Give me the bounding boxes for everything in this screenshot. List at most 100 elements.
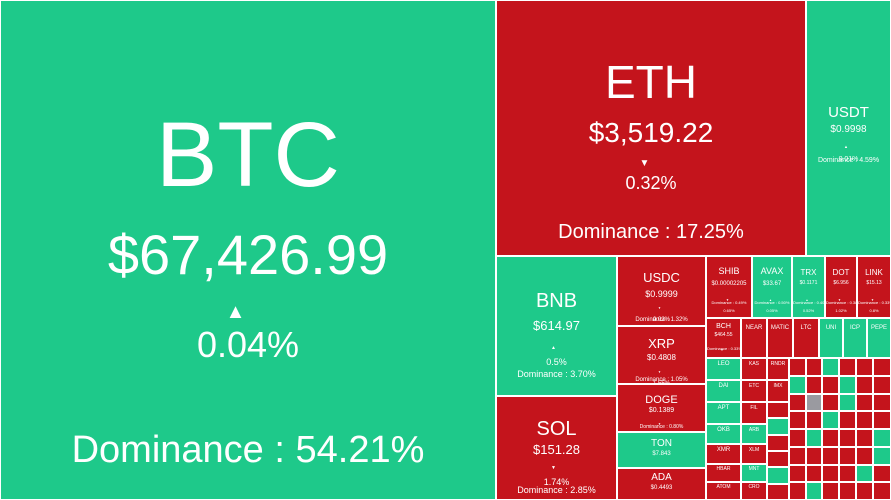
tile-small-coin[interactable] bbox=[767, 434, 789, 451]
tile-small-coin[interactable] bbox=[856, 446, 873, 465]
arrow-up-icon: ▲ bbox=[769, 297, 772, 302]
arrow-down-icon: ▼ bbox=[726, 297, 729, 302]
tile-small-coin[interactable] bbox=[839, 464, 856, 483]
tile-small-coin[interactable] bbox=[806, 429, 822, 447]
tile-matic[interactable]: MATIC bbox=[767, 318, 793, 358]
tile-usdc[interactable]: USDC $0.9999 ▼ 0.02% Dominance : 1.32% bbox=[617, 256, 706, 326]
tile-xlm[interactable]: XLM bbox=[741, 444, 767, 464]
tile-small-coin[interactable] bbox=[767, 418, 789, 435]
tile-small-coin[interactable] bbox=[856, 358, 873, 376]
tile-small-coin[interactable] bbox=[822, 411, 839, 429]
tile-btc[interactable]: BTC $67,426.99 ▲ 0.04% Dominance : 54.21% bbox=[0, 0, 496, 500]
tile-bch[interactable]: BCH$464.55▼0.5%Dominance : 0.33% bbox=[706, 318, 741, 358]
tile-fil[interactable]: FIL bbox=[741, 402, 767, 424]
tile-small-coin[interactable] bbox=[789, 393, 806, 412]
tile-atom[interactable]: ATOM bbox=[706, 482, 741, 500]
tile-ltc[interactable]: LTC bbox=[793, 318, 819, 358]
tile-eth[interactable]: ETH $3,519.22 ▼ 0.32% Dominance : 17.25% bbox=[496, 0, 806, 256]
tile-bnb[interactable]: BNB $614.97 ▲ 0.5% Dominance : 3.70% bbox=[496, 256, 617, 396]
tile-small-coin[interactable] bbox=[822, 446, 839, 465]
avax-dominance: Dominance : 0.50% bbox=[754, 300, 790, 305]
tile-usdt[interactable]: USDT $0.9998 ▲ 0.01% Dominance : 4.59% bbox=[806, 0, 891, 256]
tile-small-coin[interactable] bbox=[806, 464, 822, 483]
shib-dominance: Dominance : 0.49% bbox=[711, 300, 747, 305]
tile-xmr[interactable]: XMR bbox=[706, 444, 741, 464]
tile-icp[interactable]: ICP bbox=[843, 318, 867, 358]
tile-small-coin[interactable] bbox=[873, 482, 891, 500]
tile-avax[interactable]: AVAX $33.67 ▲ 0.05% Dominance : 0.50% bbox=[752, 256, 792, 318]
tile-small-coin[interactable] bbox=[856, 464, 873, 483]
tile-small-coin[interactable] bbox=[839, 446, 856, 465]
tile-sol[interactable]: SOL $151.28 ▼ 1.74% Dominance : 2.85% bbox=[496, 396, 617, 500]
tile-trx[interactable]: TRX $0.1171 ▲ 0.52% Dominance : 0.40% bbox=[792, 256, 825, 318]
tile-imx[interactable]: IMX bbox=[767, 380, 789, 402]
tile-small-coin[interactable] bbox=[806, 446, 822, 465]
tile-small-coin[interactable] bbox=[767, 402, 789, 419]
tile-small-coin[interactable] bbox=[767, 450, 789, 468]
tile-small-coin[interactable] bbox=[839, 358, 856, 376]
tile-small-coin[interactable] bbox=[789, 429, 806, 447]
tile-small-coin[interactable] bbox=[822, 358, 839, 376]
tile-small-coin[interactable] bbox=[873, 358, 891, 376]
tile-dai[interactable]: DAI bbox=[706, 380, 741, 402]
tile-small-coin[interactable] bbox=[806, 358, 822, 376]
tile-small-coin[interactable] bbox=[822, 482, 839, 500]
tile-small-coin[interactable] bbox=[856, 393, 873, 412]
tile-small-coin[interactable] bbox=[856, 375, 873, 394]
rndr-symbol: RNDR bbox=[770, 361, 786, 367]
tile-small-coin[interactable] bbox=[856, 482, 873, 500]
bch-dominance: Dominance : 0.33% bbox=[707, 346, 741, 351]
tile-arb[interactable]: ARB bbox=[741, 424, 767, 444]
tile-small-coin[interactable] bbox=[856, 411, 873, 429]
tile-pepe[interactable]: PEPE bbox=[867, 318, 891, 358]
tile-small-coin[interactable] bbox=[873, 464, 891, 483]
tile-small-coin[interactable] bbox=[767, 467, 789, 484]
dot-symbol: DOT bbox=[832, 268, 850, 277]
tile-small-coin[interactable] bbox=[839, 411, 856, 429]
tile-small-coin[interactable] bbox=[806, 482, 822, 500]
tile-small-coin[interactable] bbox=[789, 482, 806, 500]
tile-small-coin[interactable] bbox=[839, 429, 856, 447]
tile-kas[interactable]: KAS bbox=[741, 358, 767, 380]
tile-small-coin[interactable] bbox=[789, 411, 806, 429]
tile-etc[interactable]: ETC bbox=[741, 380, 767, 402]
tile-small-coin[interactable] bbox=[789, 464, 806, 483]
tile-dot[interactable]: DOT $6.956 ▼ 1.02% Dominance : 0.38% bbox=[825, 256, 857, 318]
tile-doge[interactable]: DOGE$0.1389▼1.95%Dominance : 0.80% bbox=[617, 384, 706, 432]
tile-cro[interactable]: CRO bbox=[741, 482, 767, 500]
eth-dominance: Dominance : 17.25% bbox=[558, 221, 744, 243]
tile-xrp[interactable]: XRP $0.4808 ▼ 1.55% Dominance : 1.05% bbox=[617, 326, 706, 384]
tile-small-coin[interactable] bbox=[806, 411, 822, 429]
tile-small-coin[interactable] bbox=[822, 375, 839, 394]
tile-small-coin[interactable] bbox=[856, 429, 873, 447]
tile-small-coin[interactable] bbox=[839, 393, 856, 412]
tile-small-coin[interactable] bbox=[873, 411, 891, 429]
tile-small-coin[interactable] bbox=[789, 446, 806, 465]
tile-leo[interactable]: LEO bbox=[706, 358, 741, 380]
tile-small-coin[interactable] bbox=[873, 375, 891, 394]
tile-small-coin[interactable] bbox=[822, 393, 839, 412]
tile-small-coin[interactable] bbox=[873, 393, 891, 412]
tile-mnt[interactable]: MNT bbox=[741, 464, 767, 482]
tile-small-coin[interactable] bbox=[839, 375, 856, 394]
tile-small-coin[interactable] bbox=[822, 464, 839, 483]
tile-small-coin[interactable] bbox=[806, 393, 822, 412]
tile-small-coin[interactable] bbox=[789, 358, 806, 376]
tile-small-coin[interactable] bbox=[767, 483, 789, 500]
tile-ton[interactable]: TON $7.843 bbox=[617, 432, 706, 468]
tile-uni[interactable]: UNI bbox=[819, 318, 843, 358]
tile-small-coin[interactable] bbox=[822, 429, 839, 447]
tile-small-coin[interactable] bbox=[873, 429, 891, 447]
tile-near[interactable]: NEAR bbox=[741, 318, 767, 358]
tile-small-coin[interactable] bbox=[873, 446, 891, 465]
tile-hbar[interactable]: HBAR bbox=[706, 464, 741, 482]
tile-link[interactable]: LINK $15.13 ▼ 0.8% Dominance : 0.33% bbox=[857, 256, 891, 318]
tile-small-coin[interactable] bbox=[839, 482, 856, 500]
tile-small-coin[interactable] bbox=[789, 375, 806, 394]
tile-rndr[interactable]: RNDR bbox=[767, 358, 789, 380]
tile-ada[interactable]: ADA $0.4493 bbox=[617, 468, 706, 500]
tile-okb[interactable]: OKB bbox=[706, 424, 741, 444]
tile-apt[interactable]: APT bbox=[706, 402, 741, 424]
tile-small-coin[interactable] bbox=[806, 375, 822, 394]
tile-shib[interactable]: SHIB $0.00002205 ▼ 0.65% Dominance : 0.49% bbox=[706, 256, 752, 318]
